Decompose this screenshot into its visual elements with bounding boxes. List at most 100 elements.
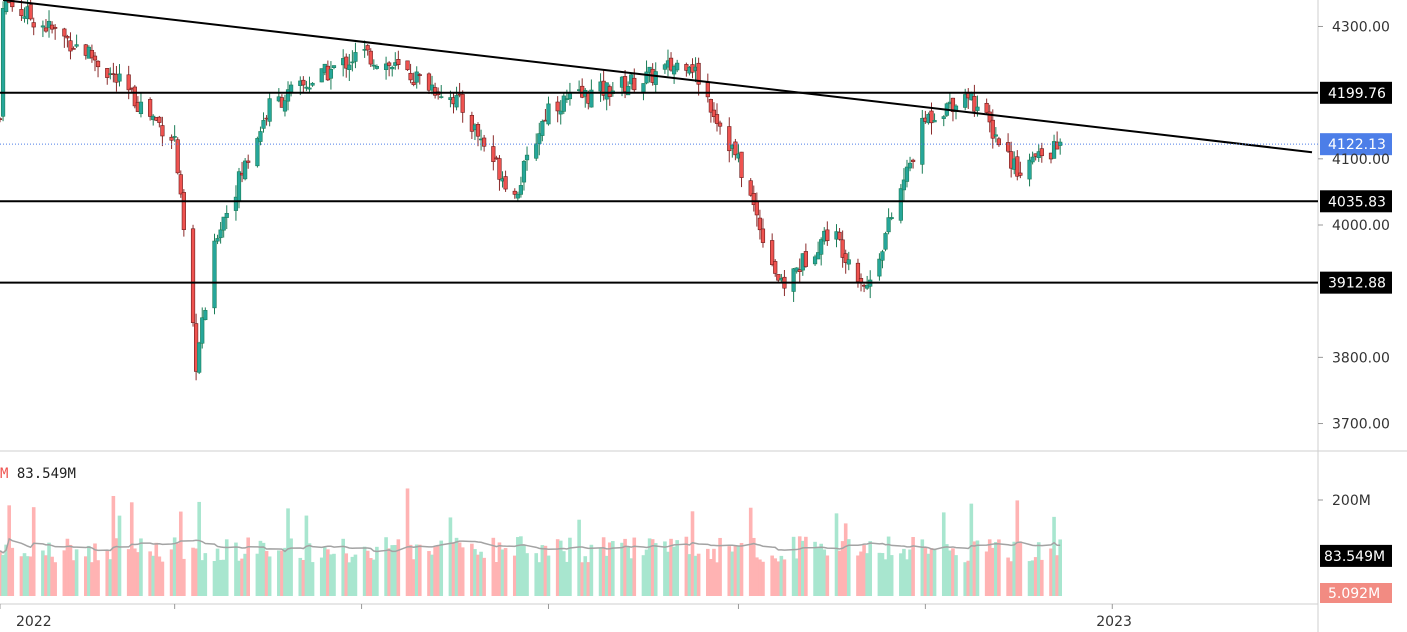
volume-bar [846, 539, 851, 596]
volume-bar [332, 553, 336, 596]
volume-bar [182, 558, 186, 596]
candle-body [791, 268, 796, 292]
volume-marker-box [1320, 583, 1392, 603]
candle-body [812, 256, 818, 265]
volume-bar [816, 547, 820, 596]
candle-body [1015, 156, 1020, 177]
volume-bar [920, 539, 925, 596]
volume-bar [203, 553, 208, 596]
candle-body [770, 240, 775, 266]
candle-body [819, 239, 824, 255]
volume-bar [267, 556, 272, 596]
volume-legend-prefix: M [0, 466, 9, 482]
candle-body [331, 65, 337, 68]
candle-body [89, 49, 95, 59]
candle-body [178, 174, 183, 195]
volume-bar [644, 549, 649, 596]
volume-bar [755, 557, 759, 596]
volume-bar [972, 541, 977, 596]
candle-body [932, 120, 937, 123]
volume-bar [984, 551, 989, 596]
volume-bar [975, 540, 980, 596]
volume-bar [951, 548, 955, 596]
volume-bar [427, 551, 431, 596]
candle-body [0, 8, 6, 117]
volume-bar [1036, 542, 1041, 596]
volume-bar [1006, 557, 1010, 596]
volume-bar [154, 542, 159, 596]
candle-body [589, 89, 594, 108]
volume-bar [448, 517, 453, 596]
volume-bar [519, 536, 523, 596]
volume-bar [476, 554, 480, 596]
volume-bar [675, 540, 679, 596]
candle-body [668, 57, 674, 71]
volume-bar [96, 560, 100, 596]
candle-body [632, 77, 637, 91]
candle-body [546, 103, 551, 125]
candle-body [105, 68, 110, 78]
candle-body [865, 285, 870, 289]
candle-body [816, 252, 821, 260]
volume-bar [859, 551, 863, 596]
volume-bar [1009, 561, 1013, 596]
volume-bar [607, 542, 612, 596]
volume-bar [326, 549, 330, 596]
volume-bar [497, 542, 502, 596]
candles-layer [0, 0, 1063, 381]
candle-body [901, 179, 907, 191]
candle-body [65, 36, 70, 39]
volume-bar [948, 550, 952, 596]
volume-bar [4, 544, 8, 596]
candle-body [261, 120, 266, 129]
candle-body [843, 253, 848, 263]
candle-body [374, 66, 379, 69]
volume-bar [246, 537, 250, 596]
volume-bar [7, 505, 11, 596]
volume-bar [114, 538, 119, 596]
candle-body [433, 87, 438, 96]
volume-bar [451, 542, 456, 596]
candle-body [92, 55, 98, 61]
candle-body [904, 166, 910, 182]
volume-bar [194, 548, 198, 596]
volume-bar [283, 547, 287, 596]
volume-bar [460, 547, 465, 596]
volume-bar [310, 562, 315, 596]
volume-bar [856, 555, 860, 596]
candle-body [911, 159, 916, 162]
candle-body [172, 136, 177, 138]
volume-bar [307, 543, 312, 596]
volume-bar [954, 555, 958, 596]
volume-bar [620, 542, 624, 596]
volume-bar [653, 543, 658, 596]
candle-body [197, 342, 202, 373]
candle-body [190, 228, 196, 323]
candle-body [675, 62, 680, 71]
volume-bar [390, 545, 395, 596]
candle-body [837, 231, 842, 240]
candle-body [408, 72, 413, 81]
volume-bar [280, 550, 284, 596]
volume-bar [751, 537, 756, 596]
candle-body [773, 261, 778, 274]
candle-body [117, 73, 122, 82]
volume-bar [261, 542, 266, 596]
volume-bar [129, 502, 134, 596]
candle-body [46, 20, 52, 28]
volume-bar [623, 538, 627, 596]
candle-body [855, 262, 861, 282]
candle-body [1005, 142, 1011, 152]
volume-bar [44, 555, 48, 596]
volume-bar [819, 543, 823, 596]
price-tick-label: 4100.00 [1332, 152, 1390, 168]
volume-bar [736, 545, 741, 596]
candle-body [641, 83, 646, 93]
volume-bar [191, 547, 195, 596]
volume-bar [479, 551, 483, 596]
candle-body [524, 154, 530, 161]
volume-bar [117, 515, 122, 596]
volume-bar [555, 539, 560, 596]
volume-bar [491, 537, 496, 596]
